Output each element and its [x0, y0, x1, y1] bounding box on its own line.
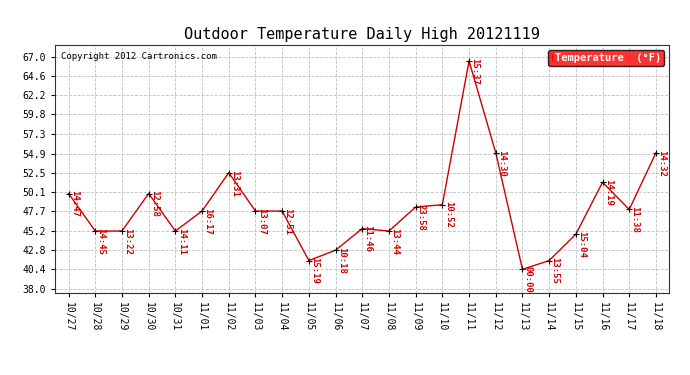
Text: 14:30: 14:30: [497, 150, 506, 177]
Text: 15:04: 15:04: [577, 231, 586, 258]
Text: 13:22: 13:22: [124, 228, 132, 255]
Text: 13:31: 13:31: [230, 170, 239, 196]
Text: 10:18: 10:18: [337, 247, 346, 274]
Legend: Temperature  (°F): Temperature (°F): [549, 50, 664, 66]
Text: 15:37: 15:37: [471, 58, 480, 85]
Text: Copyright 2012 Cartronics.com: Copyright 2012 Cartronics.com: [61, 53, 217, 62]
Text: 10:52: 10:52: [444, 201, 453, 228]
Text: 12:58: 12:58: [150, 190, 159, 217]
Text: 23:58: 23:58: [417, 204, 426, 231]
Text: 15:19: 15:19: [310, 257, 319, 284]
Text: 13:44: 13:44: [391, 228, 400, 255]
Text: 14:11: 14:11: [177, 228, 186, 255]
Text: 14:19: 14:19: [604, 179, 613, 206]
Text: 11:38: 11:38: [631, 206, 640, 233]
Title: Outdoor Temperature Daily High 20121119: Outdoor Temperature Daily High 20121119: [184, 27, 540, 42]
Text: 13:07: 13:07: [257, 208, 266, 235]
Text: 16:17: 16:17: [204, 208, 213, 235]
Text: 13:55: 13:55: [551, 257, 560, 284]
Text: 00:00: 00:00: [524, 266, 533, 293]
Text: 14:47: 14:47: [70, 190, 79, 217]
Text: 14:32: 14:32: [658, 150, 667, 177]
Text: 11:46: 11:46: [364, 225, 373, 252]
Text: 14:45: 14:45: [97, 228, 106, 255]
Text: 12:51: 12:51: [284, 208, 293, 235]
